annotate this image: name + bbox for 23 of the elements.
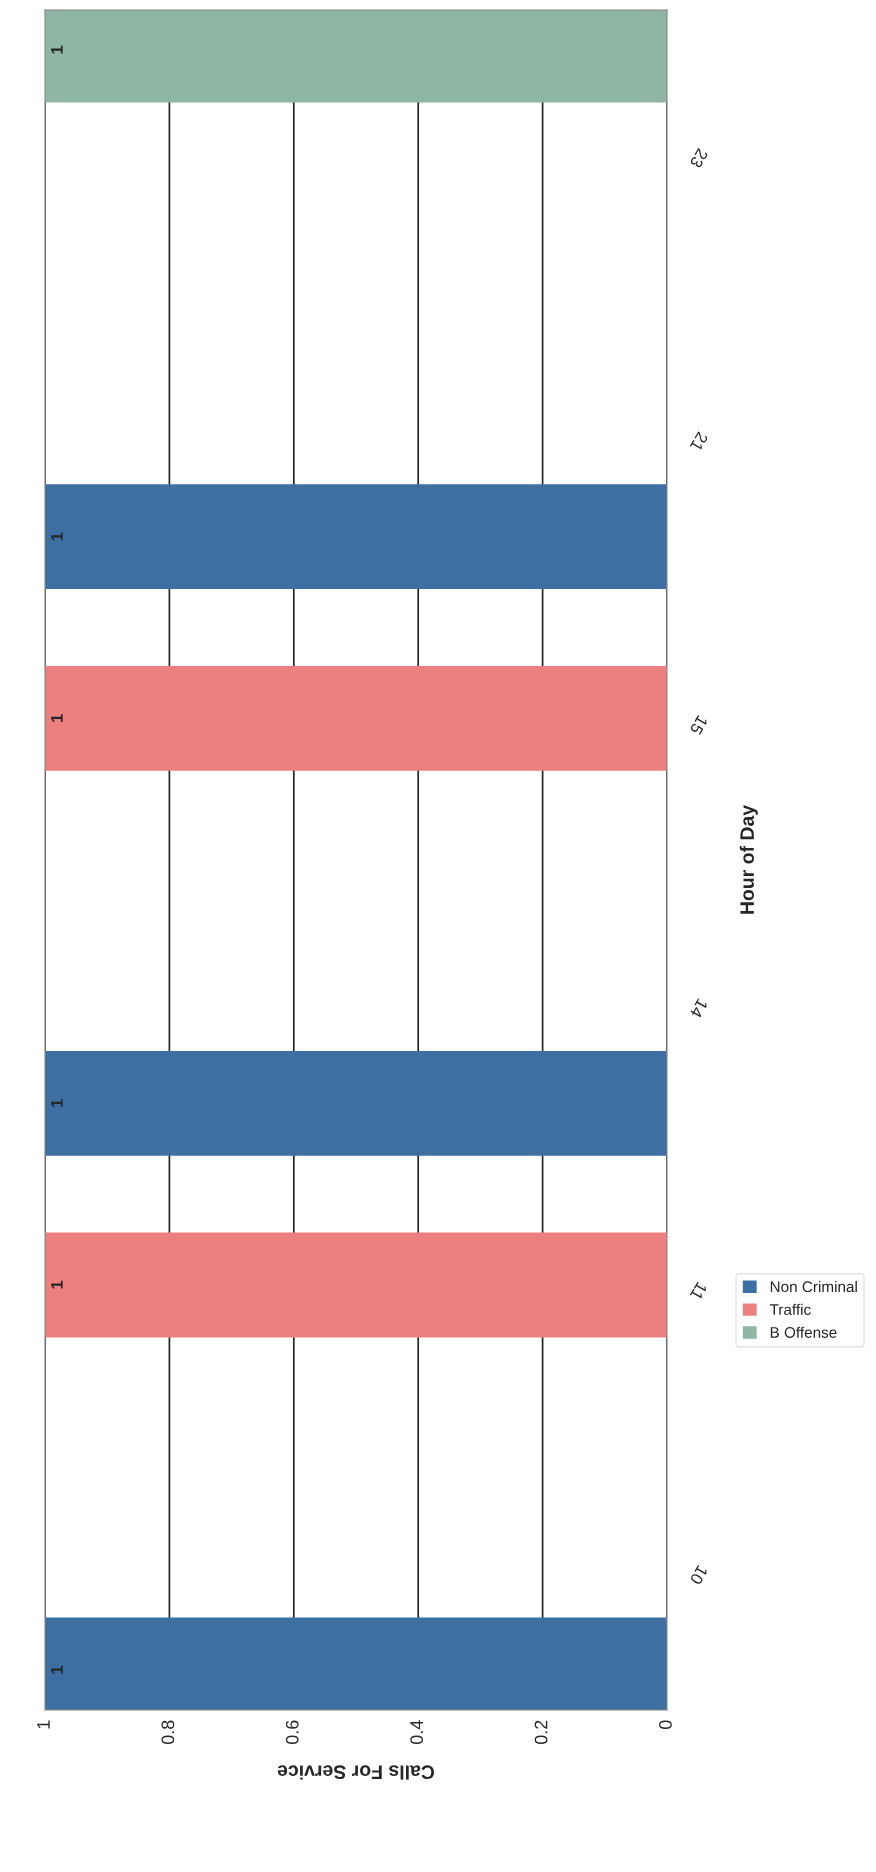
data-label: 1 — [51, 1099, 63, 1107]
y-tick-label: 11 — [689, 1281, 708, 1301]
x-tick-label: 0 — [659, 1720, 672, 1730]
y-tick-label: 14 — [689, 998, 708, 1019]
legend-label: B Offense — [770, 1326, 837, 1338]
x-tick-label: 0.2 — [534, 1720, 548, 1745]
x-tick-label: 0.4 — [410, 1720, 424, 1745]
data-label: 1 — [51, 1665, 63, 1674]
y-tick-label: 15 — [689, 715, 708, 736]
y-tick-label: 23 — [689, 148, 709, 169]
legend-label: Traffic — [769, 1303, 811, 1315]
x-tick-label: 0.6 — [285, 1720, 299, 1745]
x-tick-label: 0.8 — [161, 1720, 175, 1745]
legend-label: Non Criminal — [770, 1280, 857, 1293]
data-label: 1 — [51, 532, 63, 541]
data-label: 1 — [51, 714, 63, 722]
y-axis-title: Hour of Day — [739, 805, 758, 914]
y-tick-label: 21 — [689, 431, 709, 452]
y-tick-label: 10 — [689, 1565, 709, 1586]
x-tick-label: 1 — [37, 1720, 50, 1729]
data-label: 1 — [51, 45, 63, 54]
x-axis-title: Calls For Service — [277, 1765, 435, 1780]
data-label: 1 — [51, 1280, 63, 1289]
